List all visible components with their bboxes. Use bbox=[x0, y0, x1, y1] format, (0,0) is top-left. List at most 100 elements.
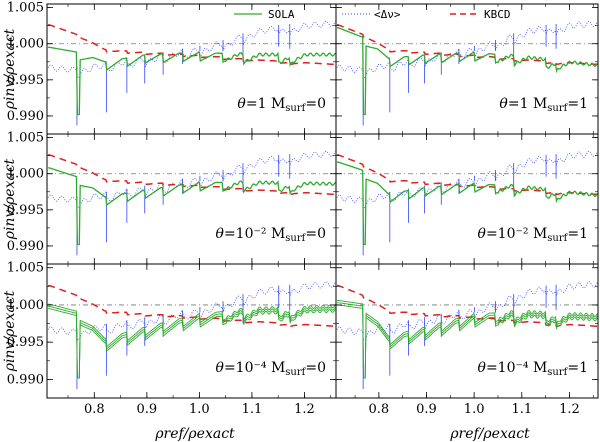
kbcd-series bbox=[337, 154, 598, 196]
y-tick-label: 1.005 bbox=[7, 131, 44, 146]
kbcd-series bbox=[337, 284, 598, 328]
x-tick-label: 1.0 bbox=[189, 402, 210, 417]
legend: SOLA <Δν> KBCD bbox=[234, 8, 511, 21]
theta-symbol: θ bbox=[478, 226, 487, 242]
panel-frame bbox=[335, 263, 599, 399]
legend-kbcd-label: KBCD bbox=[484, 8, 511, 21]
sola-series bbox=[337, 302, 598, 379]
panel-frame bbox=[46, 3, 337, 135]
delta-nu-series bbox=[336, 20, 598, 78]
sola-series bbox=[337, 161, 598, 246]
theta-value: =10⁻² bbox=[486, 226, 533, 242]
sola-series bbox=[337, 27, 598, 116]
y-axis-label: ρinv/ρexact bbox=[2, 28, 18, 110]
msurf-symbol: M bbox=[271, 226, 285, 242]
msurf-subscript: surf bbox=[285, 233, 306, 244]
x-tick-label: 0.8 bbox=[369, 402, 390, 417]
msurf-subscript: surf bbox=[547, 367, 568, 378]
theta-symbol: θ bbox=[237, 96, 246, 112]
x-tick-label: 1.0 bbox=[464, 402, 485, 417]
plot-area bbox=[47, 20, 336, 126]
panel-6: 0.8 0.9 1.0 1.1 1.2 θ=10⁻⁴ Msurf=1 bbox=[335, 263, 599, 417]
panel-1: 0.990 0.995 1.000 1.005 θ=1 Msurf=0 ρinv/ρexa… bbox=[2, 1, 337, 135]
plot-area bbox=[47, 150, 336, 256]
plot-area bbox=[47, 281, 336, 390]
plot-area bbox=[336, 150, 598, 256]
theta-value: =10⁻² bbox=[224, 226, 271, 242]
y-axis-label: ρinv/ρexact bbox=[2, 290, 18, 372]
msurf-value: =1 bbox=[567, 226, 588, 242]
theta-symbol: θ bbox=[499, 96, 508, 112]
theta-symbol: θ bbox=[216, 226, 225, 242]
x-tick-label: 0.8 bbox=[84, 402, 105, 417]
legend-sola-label: SOLA bbox=[268, 8, 295, 21]
msurf-value: =0 bbox=[305, 360, 326, 376]
y-tick-label: 0.990 bbox=[7, 239, 44, 254]
theta-value: =10⁻⁴ bbox=[224, 360, 271, 376]
msurf-symbol: M bbox=[533, 360, 547, 376]
plot-area bbox=[336, 20, 598, 126]
msurf-value: =0 bbox=[305, 226, 326, 242]
y-tick-label: 0.995 bbox=[7, 73, 44, 88]
sola-series bbox=[48, 305, 336, 379]
y-tick-label: 1.005 bbox=[7, 261, 44, 276]
panel-annotation: θ=10⁻⁴ Msurf=0 bbox=[216, 360, 326, 378]
theta-symbol: θ bbox=[216, 360, 225, 376]
msurf-value: =1 bbox=[567, 360, 588, 376]
msurf-subscript: surf bbox=[285, 367, 306, 378]
msurf-symbol: M bbox=[533, 96, 547, 112]
x-tick-label: 1.1 bbox=[242, 402, 263, 417]
y-tick-label: 1.005 bbox=[7, 1, 44, 16]
theta-value: =10⁻⁴ bbox=[486, 360, 533, 376]
msurf-symbol: M bbox=[533, 226, 547, 242]
delta-nu-series bbox=[47, 150, 336, 208]
legend-delta-nu-label: <Δν> bbox=[374, 8, 401, 21]
msurf-subscript: surf bbox=[547, 233, 568, 244]
kbcd-series bbox=[48, 24, 336, 66]
panel-annotation: θ=1 Msurf=0 bbox=[237, 96, 326, 114]
y-tick-label: 0.990 bbox=[7, 372, 44, 387]
kbcd-series bbox=[337, 24, 598, 66]
sola-series bbox=[48, 303, 336, 379]
msurf-value: =0 bbox=[305, 96, 326, 112]
panel-4: θ=10⁻² Msurf=1 bbox=[335, 133, 599, 265]
panel-annotation: θ=10⁻² Msurf=1 bbox=[478, 226, 588, 244]
panel-3: 0.990 0.995 1.000 1.005 θ=10⁻² Msurf=0 ρinv/ρ… bbox=[2, 131, 337, 265]
x-tick-label: 0.9 bbox=[136, 402, 157, 417]
panel-frame bbox=[46, 133, 337, 265]
msurf-subscript: surf bbox=[285, 103, 306, 114]
msurf-symbol: M bbox=[271, 96, 285, 112]
theta-value: =1 bbox=[508, 96, 533, 112]
theta-value: =1 bbox=[246, 96, 271, 112]
msurf-subscript: surf bbox=[547, 103, 568, 114]
x-tick-label: 1.2 bbox=[559, 402, 580, 417]
panel-annotation: θ=1 Msurf=1 bbox=[499, 96, 588, 114]
panel-5: 0.8 0.9 1.0 1.1 1.2 0.990 0.995 1.000 1.005 θ=10⁻… bbox=[2, 261, 337, 417]
y-tick-label: 0.995 bbox=[7, 203, 44, 218]
y-axis-label: ρinv/ρexact bbox=[2, 158, 18, 240]
sola-series bbox=[337, 300, 598, 379]
delta-nu-series bbox=[47, 281, 336, 341]
x-axis-label-right: ρref/ρexact bbox=[449, 426, 530, 442]
y-tick-label: 1.000 bbox=[7, 298, 44, 313]
x-tick-label: 1.1 bbox=[511, 402, 532, 417]
delta-nu-series bbox=[336, 281, 598, 341]
sola-series bbox=[337, 304, 598, 379]
msurf-symbol: M bbox=[271, 360, 285, 376]
panel-annotation: θ=10⁻² Msurf=0 bbox=[216, 226, 326, 244]
y-tick-label: 1.000 bbox=[7, 167, 44, 182]
delta-nu-series bbox=[47, 20, 336, 78]
delta-nu-series bbox=[336, 150, 598, 208]
y-tick-label: 1.000 bbox=[7, 37, 44, 52]
x-tick-label: 0.9 bbox=[416, 402, 437, 417]
x-axis-label-left: ρref/ρexact bbox=[154, 426, 235, 442]
sola-series bbox=[48, 46, 336, 116]
msurf-value: =1 bbox=[567, 96, 588, 112]
y-tick-label: 0.990 bbox=[7, 109, 44, 124]
x-tick-label: 1.2 bbox=[294, 402, 315, 417]
sola-series bbox=[48, 167, 336, 246]
kbcd-series bbox=[48, 154, 336, 196]
panel-2: θ=1 Msurf=1 bbox=[335, 3, 599, 135]
